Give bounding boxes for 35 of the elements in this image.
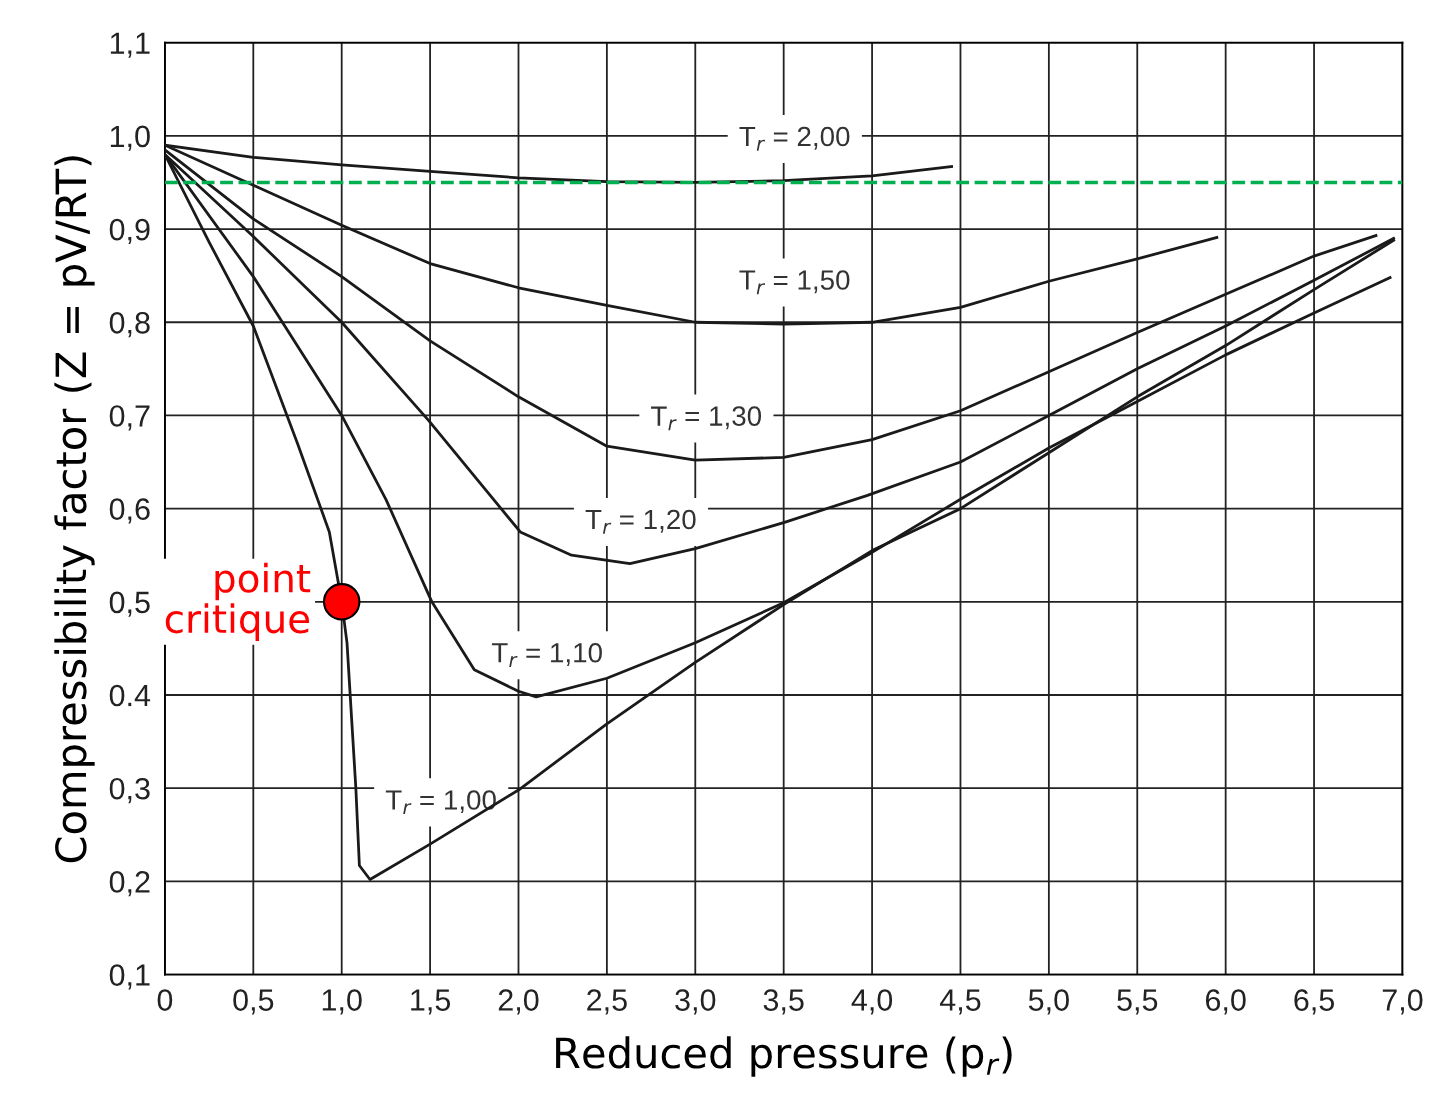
- x-tick-label: 1,0: [322, 989, 362, 1015]
- annotation: T$_{r}$ = 1,20: [585, 509, 696, 534]
- annotation: T$_{r}$ = 1,00: [385, 790, 496, 815]
- x-tick-label: 4,0: [851, 989, 893, 1015]
- y-tick-label: 0,8: [109, 311, 150, 338]
- x-tick-label: 2,0: [498, 989, 539, 1015]
- x-tick-label: 7,0: [1382, 989, 1423, 1015]
- y-tick-label: 0,3: [109, 777, 150, 804]
- x-tick-label: 3,0: [675, 989, 716, 1015]
- y-tick-label: 0,2: [109, 871, 150, 897]
- y-tick-label: 1,1: [110, 32, 150, 58]
- x-tick-label: 5,0: [1028, 989, 1069, 1015]
- series-label: point critique: [165, 562, 311, 641]
- annotation: T$_{r}$ = 2,00: [739, 126, 850, 151]
- x-tick-label: 1,5: [411, 989, 451, 1015]
- y-tick-label: 0,9: [109, 218, 150, 245]
- x-tick-label: 0: [157, 989, 173, 1011]
- y-tick-label: 0.4: [109, 684, 151, 707]
- x-tick-label: 5,5: [1117, 989, 1158, 1015]
- y-tick-label: 0,6: [109, 498, 150, 524]
- x-tick-label: 2,5: [587, 989, 627, 1015]
- y-tick-label: 0,1: [109, 964, 150, 990]
- x-tick-label: 4,5: [939, 989, 981, 1015]
- x-tick-label: 0,5: [233, 989, 274, 1015]
- annotation: T$_{r}$ = 1,10: [491, 642, 602, 667]
- annotation: T$_{r}$ = 1,30: [651, 406, 762, 431]
- x-axis-title: Reduced pressure (p$_{r}$): [556, 1036, 1012, 1077]
- y-tick-label: 0,5: [109, 591, 150, 617]
- y-axis-title: Compressibility factor (Z = pV/RT): [54, 156, 95, 863]
- annotation: T$_{r}$ = 1,50: [739, 270, 850, 295]
- x-tick-label: 6,5: [1294, 989, 1335, 1015]
- y-tick-label: 0,7: [109, 405, 150, 431]
- x-tick-label: 3,5: [763, 989, 804, 1015]
- x-tick-label: 6,0: [1205, 989, 1246, 1015]
- y-tick-label: 1,0: [110, 125, 150, 151]
